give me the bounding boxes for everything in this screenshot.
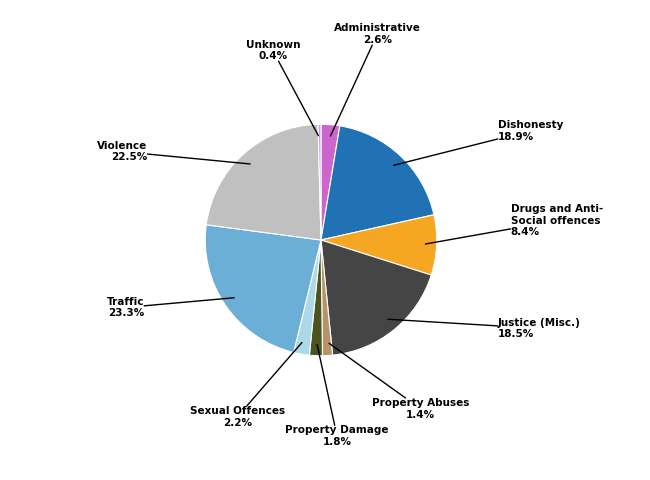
Text: Justice (Misc.)
18.5%: Justice (Misc.) 18.5%: [388, 318, 580, 339]
Wedge shape: [321, 124, 340, 240]
Text: Sexual Offences
2.2%: Sexual Offences 2.2%: [190, 342, 302, 428]
Wedge shape: [318, 124, 321, 240]
Text: Drugs and Anti-
Social offences
8.4%: Drugs and Anti- Social offences 8.4%: [426, 204, 603, 244]
Text: Violence
22.5%: Violence 22.5%: [97, 141, 250, 164]
Text: Property Damage
1.8%: Property Damage 1.8%: [285, 345, 389, 447]
Wedge shape: [321, 215, 437, 275]
Wedge shape: [321, 126, 434, 240]
Text: Traffic
23.3%: Traffic 23.3%: [107, 297, 234, 318]
Text: Dishonesty
18.9%: Dishonesty 18.9%: [394, 120, 563, 165]
Text: Unknown
0.4%: Unknown 0.4%: [246, 39, 318, 136]
Text: Property Abuses
1.4%: Property Abuses 1.4%: [329, 343, 469, 420]
Wedge shape: [205, 225, 321, 352]
Text: Administrative
2.6%: Administrative 2.6%: [330, 24, 421, 136]
Wedge shape: [294, 240, 321, 355]
Wedge shape: [321, 240, 333, 356]
Wedge shape: [321, 240, 431, 355]
Wedge shape: [206, 124, 321, 240]
Wedge shape: [309, 240, 322, 356]
